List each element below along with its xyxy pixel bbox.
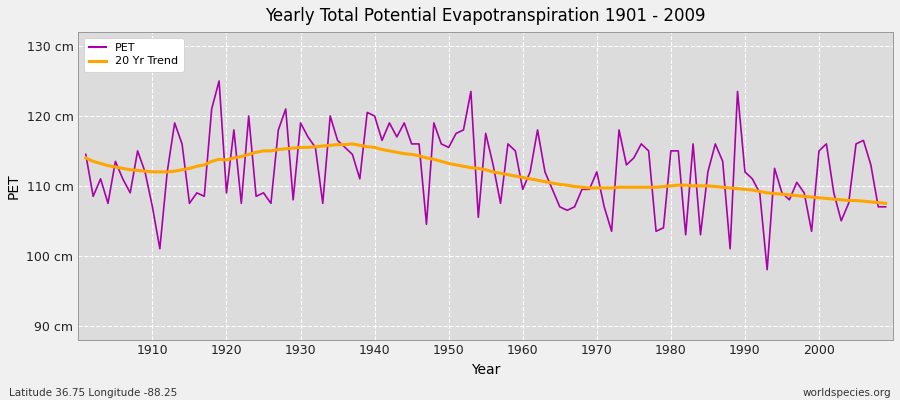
Text: worldspecies.org: worldspecies.org bbox=[803, 388, 891, 398]
Y-axis label: PET: PET bbox=[7, 173, 21, 199]
X-axis label: Year: Year bbox=[471, 363, 500, 377]
Legend: PET, 20 Yr Trend: PET, 20 Yr Trend bbox=[84, 38, 184, 72]
Text: Latitude 36.75 Longitude -88.25: Latitude 36.75 Longitude -88.25 bbox=[9, 388, 177, 398]
Title: Yearly Total Potential Evapotranspiration 1901 - 2009: Yearly Total Potential Evapotranspiratio… bbox=[266, 7, 706, 25]
